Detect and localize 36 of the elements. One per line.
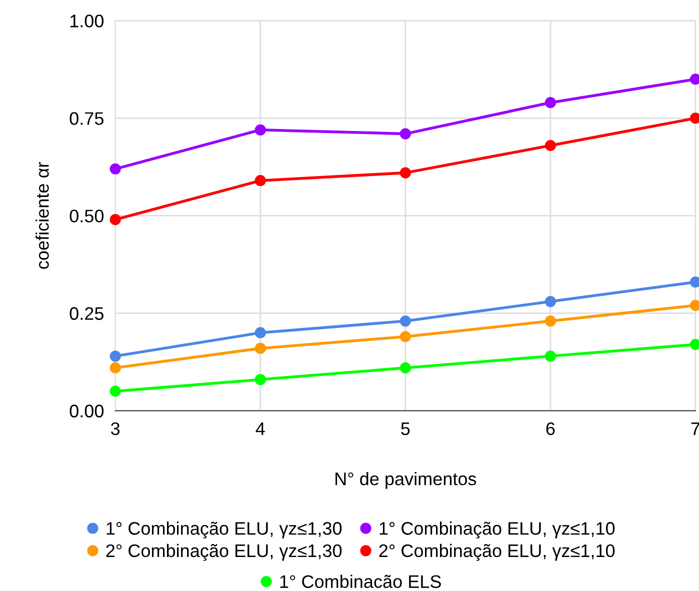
point xyxy=(400,362,411,374)
x-tick-label: 6 xyxy=(546,422,555,436)
point xyxy=(110,386,121,397)
y-axis-title: coeficiente αr xyxy=(36,162,49,269)
point xyxy=(254,374,266,386)
point xyxy=(110,163,121,174)
x-tick-label: 5 xyxy=(401,422,410,436)
legend-label: 1° Combinacão ELS xyxy=(280,574,441,588)
point xyxy=(400,331,411,342)
point xyxy=(254,327,266,338)
point xyxy=(400,128,411,140)
y-tick-label: 0.25 xyxy=(70,307,104,320)
legend-label: 2° Combinação ELU, γz≤1,10 xyxy=(379,544,615,561)
y-tick-label: 1.00 xyxy=(70,14,104,28)
point xyxy=(544,97,556,108)
y-tick-label: 0.00 xyxy=(70,404,104,418)
point xyxy=(254,342,266,354)
point xyxy=(110,350,121,362)
point xyxy=(400,167,411,178)
point xyxy=(544,315,556,327)
point xyxy=(110,362,121,374)
legend-label: 1° Combinação ELU, γz≤1,30 xyxy=(106,522,342,538)
legend-label: 1° Combinação ELU, γz≤1,10 xyxy=(380,522,615,538)
point xyxy=(544,140,556,152)
point xyxy=(254,175,266,186)
x-tick-label: 4 xyxy=(256,422,265,435)
x-tick-label: 3 xyxy=(111,422,120,436)
point xyxy=(544,296,556,308)
x-axis-title: N° de pavimentos xyxy=(336,472,476,489)
y-tick-label: 0.75 xyxy=(70,112,104,125)
y-tick-label: 0.50 xyxy=(70,210,104,222)
point xyxy=(400,315,411,327)
legend-label: 2° Combinação ELU, γz≤1,30 xyxy=(106,544,342,561)
point xyxy=(254,124,266,136)
point xyxy=(544,350,556,362)
point xyxy=(110,214,121,226)
